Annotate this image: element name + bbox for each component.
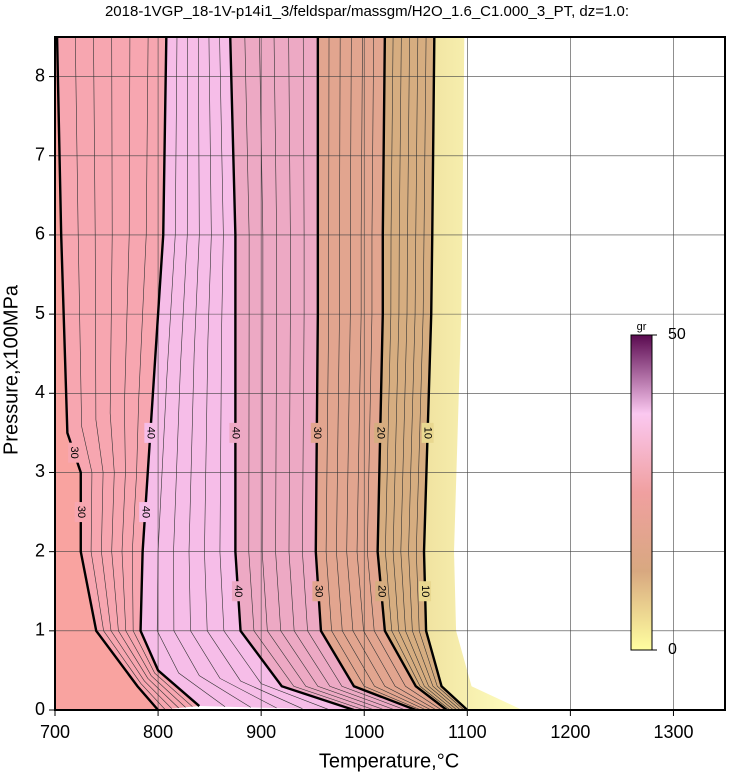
fills [55, 37, 523, 710]
y-tick-label: 7 [35, 145, 45, 165]
colorbar-label: gr [637, 321, 647, 333]
thin-contour [121, 37, 186, 708]
x-axis-label: Temperature,°C [319, 750, 459, 772]
contour-label-bg [231, 581, 244, 602]
x-tick-label: 1000 [344, 722, 384, 742]
contour-label-bg [312, 581, 325, 602]
y-axis-label: Pressure,x100MPa [0, 284, 22, 455]
plot-frame [54, 36, 726, 711]
contour-label-bg [139, 502, 152, 523]
thin-contour [204, 37, 303, 709]
contour-label: 40 [139, 506, 151, 518]
y-tick-label: 0 [35, 699, 45, 719]
thin-contour [219, 37, 329, 710]
y-tick-label: 3 [35, 461, 45, 481]
y-tick-label: 4 [35, 382, 45, 402]
thin-contour [93, 37, 173, 709]
contour-label-bg [310, 422, 323, 443]
contour-label-bg [68, 442, 81, 463]
y-tick-label: 2 [35, 540, 45, 560]
colorbar-tick-label: 0 [668, 641, 677, 658]
contour-label: 20 [374, 427, 386, 439]
contour-label: 10 [419, 585, 431, 597]
contour-fill [140, 37, 354, 710]
thin-contour [392, 37, 454, 710]
contour-label: 40 [232, 585, 244, 597]
thin-contour [408, 37, 461, 710]
thin-contour [244, 37, 365, 710]
contour-label: 40 [229, 427, 241, 439]
contour-label-bg [375, 581, 388, 602]
contour-fill [424, 37, 523, 710]
thin-contour [400, 37, 458, 710]
contour-fill [377, 37, 468, 710]
thin-contour [302, 37, 406, 710]
contour-label-bg [374, 422, 387, 443]
x-tick-label: 700 [40, 722, 70, 742]
x-tick-label: 1200 [550, 722, 590, 742]
chart-title: 2018-1VGP_18-1V-p14i1_3/feldspar/massgm/… [105, 3, 629, 20]
thin-contour [173, 37, 252, 708]
contour-label-bg [74, 502, 87, 523]
contour-line [422, 37, 469, 710]
y-tick-label: 1 [35, 620, 45, 640]
contour-label-bg [421, 422, 434, 443]
contour-line [229, 37, 355, 710]
contour-label: 20 [375, 585, 387, 597]
x-tick-label: 1100 [448, 722, 487, 742]
thin-contour [288, 37, 396, 710]
thin-contour [188, 37, 277, 709]
contour-label: 10 [422, 427, 434, 439]
y-tick-label: 8 [35, 65, 45, 85]
contours: 30 30 40 40 40 40 30 30 20 20 10 10 [55, 37, 469, 710]
thin-contour [367, 37, 442, 710]
colorbar [630, 334, 653, 651]
contour-label: 30 [68, 447, 80, 459]
y-tick-label: 5 [35, 303, 45, 323]
contour-line [376, 37, 448, 710]
thin-contour [109, 37, 179, 709]
y-tick-label: 6 [35, 224, 45, 244]
thin-contour [156, 37, 226, 707]
thin-contour [132, 37, 193, 707]
contour-line [314, 37, 417, 710]
x-tick-label: 800 [143, 722, 173, 742]
thin-contour [273, 37, 385, 710]
contour-fill [57, 37, 200, 710]
contour-label: 30 [75, 506, 87, 518]
contour-label-bg [144, 422, 157, 443]
thin-contour [346, 37, 432, 710]
x-tick-label: 900 [246, 722, 276, 742]
thin-contour [325, 37, 422, 710]
contour-label-bg [229, 422, 242, 443]
contour-fill [230, 37, 416, 710]
contour-label-bg [419, 581, 432, 602]
thin-contour [356, 37, 437, 710]
thin-contour [385, 37, 451, 710]
thin-contour [74, 37, 166, 710]
colorbar-tick-label: 50 [668, 326, 686, 343]
thin-contour [415, 37, 465, 710]
x-tick-label: 1300 [653, 722, 693, 742]
thin-contour [336, 37, 427, 710]
contour-label: 30 [311, 427, 323, 439]
contour-label: 30 [312, 585, 324, 597]
thin-contour [259, 37, 375, 710]
contour-label: 40 [144, 427, 156, 439]
